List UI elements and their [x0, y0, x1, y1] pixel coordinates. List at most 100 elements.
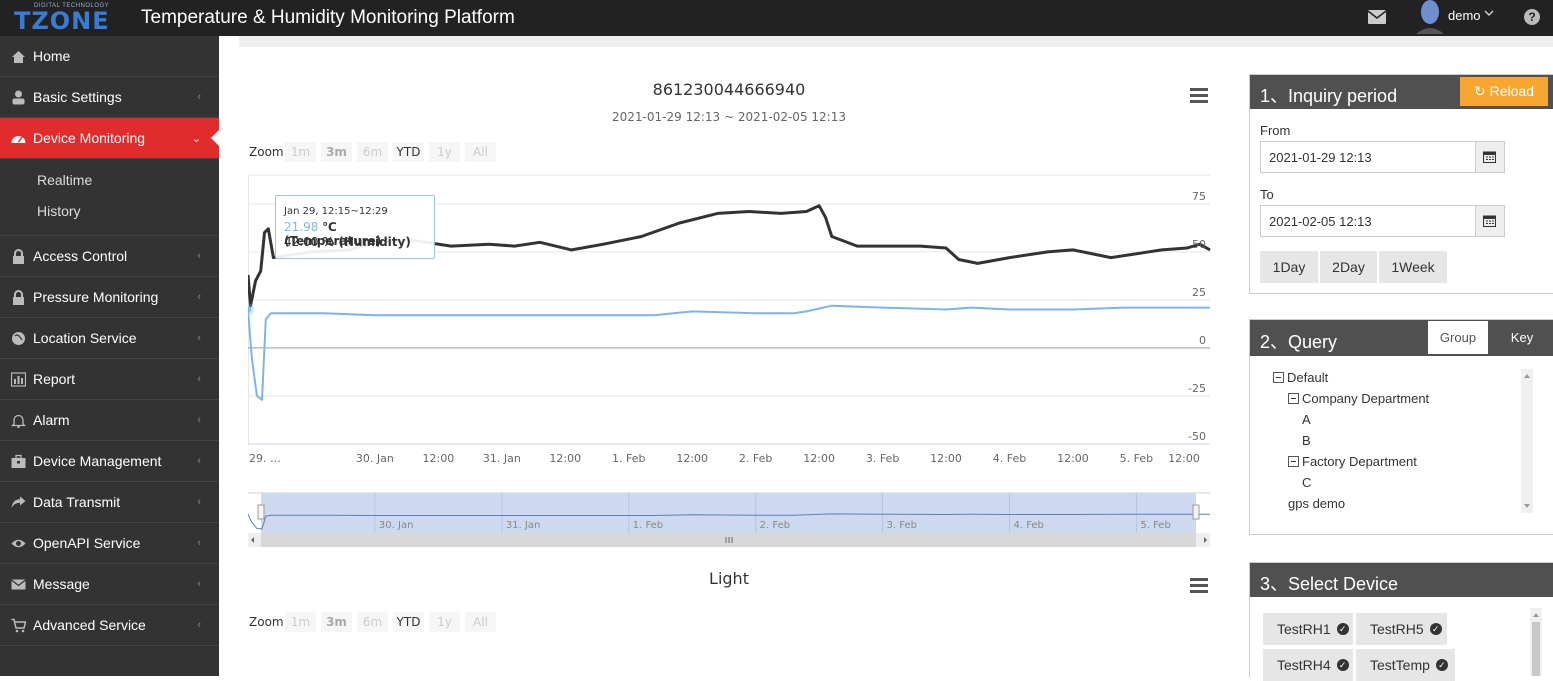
x-tick-label: 4. Feb [993, 452, 1026, 465]
device-scrollbar[interactable] [1530, 608, 1542, 676]
main-chart[interactable]: 29. … 30. Jan 12:00 31. Jan 12:00 1. Feb 12:00… [248, 170, 1213, 470]
logo[interactable]: DIGITAL TECHNOLOGY TZONE [14, 3, 124, 35]
navigator-selected-range[interactable] [261, 493, 1196, 533]
from-field[interactable] [1260, 141, 1505, 173]
sidebar-item-home[interactable]: Home [0, 36, 219, 77]
sidebar: Home Basic Settings ‹ Device Monitoring … [0, 36, 219, 676]
to-field[interactable] [1260, 205, 1505, 237]
tree-node-company-department[interactable]: Company Department [1288, 391, 1429, 406]
calendar-button[interactable] [1475, 206, 1504, 236]
zoom-ytd-button[interactable]: YTD [393, 142, 424, 162]
briefcase-icon [11, 454, 26, 468]
sidebar-item-location-service[interactable]: Location Service ‹ [0, 318, 219, 359]
zoom-3m-button[interactable]: 3m [321, 612, 352, 632]
zoom-1m-button[interactable]: 1m [285, 142, 316, 162]
zoom-1m-button[interactable]: 1m [285, 612, 316, 632]
collapse-icon[interactable] [1288, 456, 1299, 468]
zoom-6m-button[interactable]: 6m [357, 612, 388, 632]
sidebar-item-pressure-monitoring[interactable]: Pressure Monitoring ‹ [0, 277, 219, 318]
quick-1day-button[interactable]: 1Day [1260, 251, 1318, 283]
collapse-icon[interactable] [1273, 372, 1284, 384]
quick-1week-button[interactable]: 1Week [1379, 251, 1447, 283]
zoom-1y-button[interactable]: 1y [429, 612, 460, 632]
tab-group[interactable]: Group [1428, 321, 1488, 354]
query-panel: 2、Query Group Key [1249, 319, 1553, 535]
navigator-left-handle[interactable] [257, 504, 265, 520]
tree-scroll-arrows [1524, 374, 1530, 508]
sidebar-item-access-control[interactable]: Access Control ‹ [0, 236, 219, 277]
zoom-ytd-button[interactable]: YTD [393, 612, 424, 632]
device-testtemp[interactable]: TestTemp ✓ [1356, 649, 1455, 681]
device-testrh4[interactable]: TestRH4 ✓ [1263, 649, 1353, 681]
device-label: TestRH4 [1277, 657, 1331, 673]
sidebar-item-label: Access Control [33, 248, 128, 264]
menu-icon[interactable] [1190, 578, 1208, 596]
navigator[interactable]: 30. Jan 31. Jan 1. Feb 2. Feb 3. Feb 4. Feb 5.… [248, 490, 1213, 550]
tree-node-factory-department[interactable]: Factory Department [1288, 454, 1417, 469]
device-testrh5[interactable]: TestRH5 ✓ [1356, 613, 1447, 645]
from-label: From [1260, 123, 1291, 138]
zoom-label: Zoom [249, 145, 284, 159]
envelope-icon[interactable] [1368, 10, 1386, 24]
reload-button[interactable]: ↻ Reload [1460, 77, 1548, 106]
sidebar-item-openapi-service[interactable]: OpenAPI Service ‹ [0, 523, 219, 564]
bar-chart-icon [11, 372, 26, 387]
sidebar-subitem-realtime[interactable]: Realtime [37, 172, 93, 188]
sidebar-item-label: Device Management [33, 453, 162, 469]
avatar[interactable] [1416, 0, 1444, 34]
sidebar-item-data-transmit[interactable]: Data Transmit ‹ [0, 482, 219, 523]
x-tick-label: 29. … [249, 452, 281, 465]
tab-key[interactable]: Key [1510, 330, 1534, 345]
calendar-button[interactable] [1475, 142, 1504, 172]
tree-node-gps-demo[interactable]: gps demo [1288, 496, 1346, 511]
scroll-left-arrow-icon[interactable] [251, 537, 254, 543]
navigator-right-handle[interactable] [1192, 504, 1200, 520]
temperature-series-line[interactable] [248, 304, 1210, 401]
chevron-left-icon: ‹ [197, 373, 201, 385]
to-input[interactable] [1267, 213, 1471, 230]
chevron-left-icon: ‹ [197, 578, 201, 590]
device-testrh1[interactable]: TestRH1 ✓ [1263, 613, 1353, 645]
navigator-series-line [248, 513, 1210, 530]
username[interactable]: demo [1448, 8, 1481, 23]
share-icon [11, 496, 26, 508]
zoom-6m-button[interactable]: 6m [357, 142, 388, 162]
logo-text: TZONE [14, 7, 110, 35]
zoom-1y-button[interactable]: 1y [429, 142, 460, 162]
sidebar-item-basic-settings[interactable]: Basic Settings ‹ [0, 77, 219, 118]
calendar-icon [1483, 151, 1496, 163]
tree-node-b[interactable]: B [1302, 433, 1311, 448]
help-icon[interactable]: ? [1524, 9, 1540, 25]
zoom-all-button[interactable]: All [465, 612, 496, 632]
collapse-icon[interactable] [1288, 393, 1299, 405]
tooltip-temp-value: 21.98 [284, 220, 319, 234]
sidebar-item-device-management[interactable]: Device Management ‹ [0, 441, 219, 482]
navigator-label: 3. Feb [887, 520, 917, 531]
y-tick-label: 0 [1199, 334, 1206, 347]
chevron-left-icon: ‹ [197, 496, 201, 508]
zoom-3m-button[interactable]: 3m [321, 142, 352, 162]
sidebar-item-alarm[interactable]: Alarm ‹ [0, 400, 219, 441]
lock-icon [13, 249, 24, 264]
sidebar-item-label: Basic Settings [33, 89, 122, 105]
x-tick-label: 12:00 [549, 452, 581, 465]
sidebar-item-message[interactable]: Message ‹ [0, 564, 219, 605]
zoom-all-button[interactable]: All [465, 142, 496, 162]
tree-scrollbar[interactable] [1521, 369, 1533, 513]
from-input[interactable] [1267, 149, 1471, 166]
tree-node-c[interactable]: C [1302, 475, 1312, 490]
sidebar-item-report[interactable]: Report ‹ [0, 359, 219, 400]
tree-node-default[interactable]: Default [1273, 370, 1328, 385]
navigator-label: 30. Jan [379, 520, 414, 531]
x-tick-label: 12:00 [676, 452, 708, 465]
sidebar-item-advanced-service[interactable]: Advanced Service ‹ [0, 605, 219, 646]
sidebar-item-device-monitoring[interactable]: Device Monitoring ⌄ [0, 118, 219, 159]
chevron-down-icon[interactable] [1484, 8, 1494, 18]
menu-icon[interactable] [1190, 88, 1208, 106]
scroll-right-arrow-icon[interactable] [1204, 537, 1207, 543]
sidebar-subitem-history[interactable]: History [37, 203, 81, 219]
sidebar-item-label: Data Transmit [33, 494, 121, 510]
chevron-left-icon: ‹ [197, 619, 201, 631]
quick-2day-button[interactable]: 2Day [1320, 251, 1377, 283]
tree-node-a[interactable]: A [1302, 412, 1311, 427]
